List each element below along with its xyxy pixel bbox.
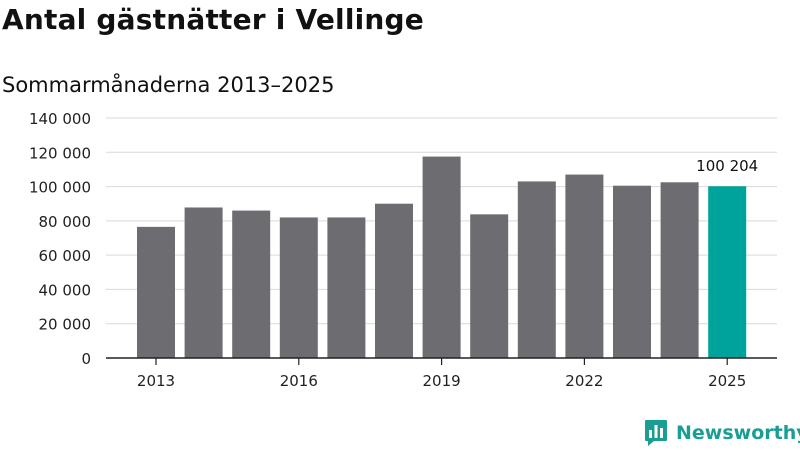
y-tick-label: 40 000 xyxy=(39,281,92,299)
y-tick-label: 20 000 xyxy=(39,316,92,334)
chart-subtitle: Sommarmånaderna 2013–2025 xyxy=(2,73,335,97)
bar-2025 xyxy=(708,186,747,358)
x-tick-label: 2019 xyxy=(423,372,461,390)
bar-2024 xyxy=(660,182,699,358)
bar-2019 xyxy=(422,156,461,358)
newsworthy-logo-icon xyxy=(645,420,667,446)
y-tick-label: 0 xyxy=(81,350,91,368)
bar-2020 xyxy=(470,214,509,358)
bar-2023 xyxy=(613,185,651,358)
x-tick-label: 2016 xyxy=(280,372,318,390)
x-tick-label: 2022 xyxy=(565,372,603,390)
bar-2022 xyxy=(565,174,604,358)
bar-2018 xyxy=(375,203,413,358)
chart-title: Antal gästnätter i Vellinge xyxy=(2,3,424,36)
bar-2017 xyxy=(327,217,366,358)
y-tick-label: 80 000 xyxy=(39,213,92,231)
brand-name: Newsworthy xyxy=(676,422,800,444)
data-label: 100 204 xyxy=(696,157,758,175)
bar-2013 xyxy=(137,226,175,358)
x-tick-label: 2013 xyxy=(137,372,175,390)
y-tick-label: 100 000 xyxy=(29,179,91,197)
bar-2015 xyxy=(232,210,271,358)
y-tick-label: 60 000 xyxy=(39,247,92,265)
bar-2014 xyxy=(184,207,223,358)
bar-2016 xyxy=(279,217,318,358)
y-tick-label: 120 000 xyxy=(29,144,91,162)
x-tick-label: 2025 xyxy=(708,372,746,390)
bar-2021 xyxy=(517,181,556,358)
newsworthy-logo: Newsworthy xyxy=(644,419,800,447)
y-tick-label: 140 000 xyxy=(29,110,91,128)
